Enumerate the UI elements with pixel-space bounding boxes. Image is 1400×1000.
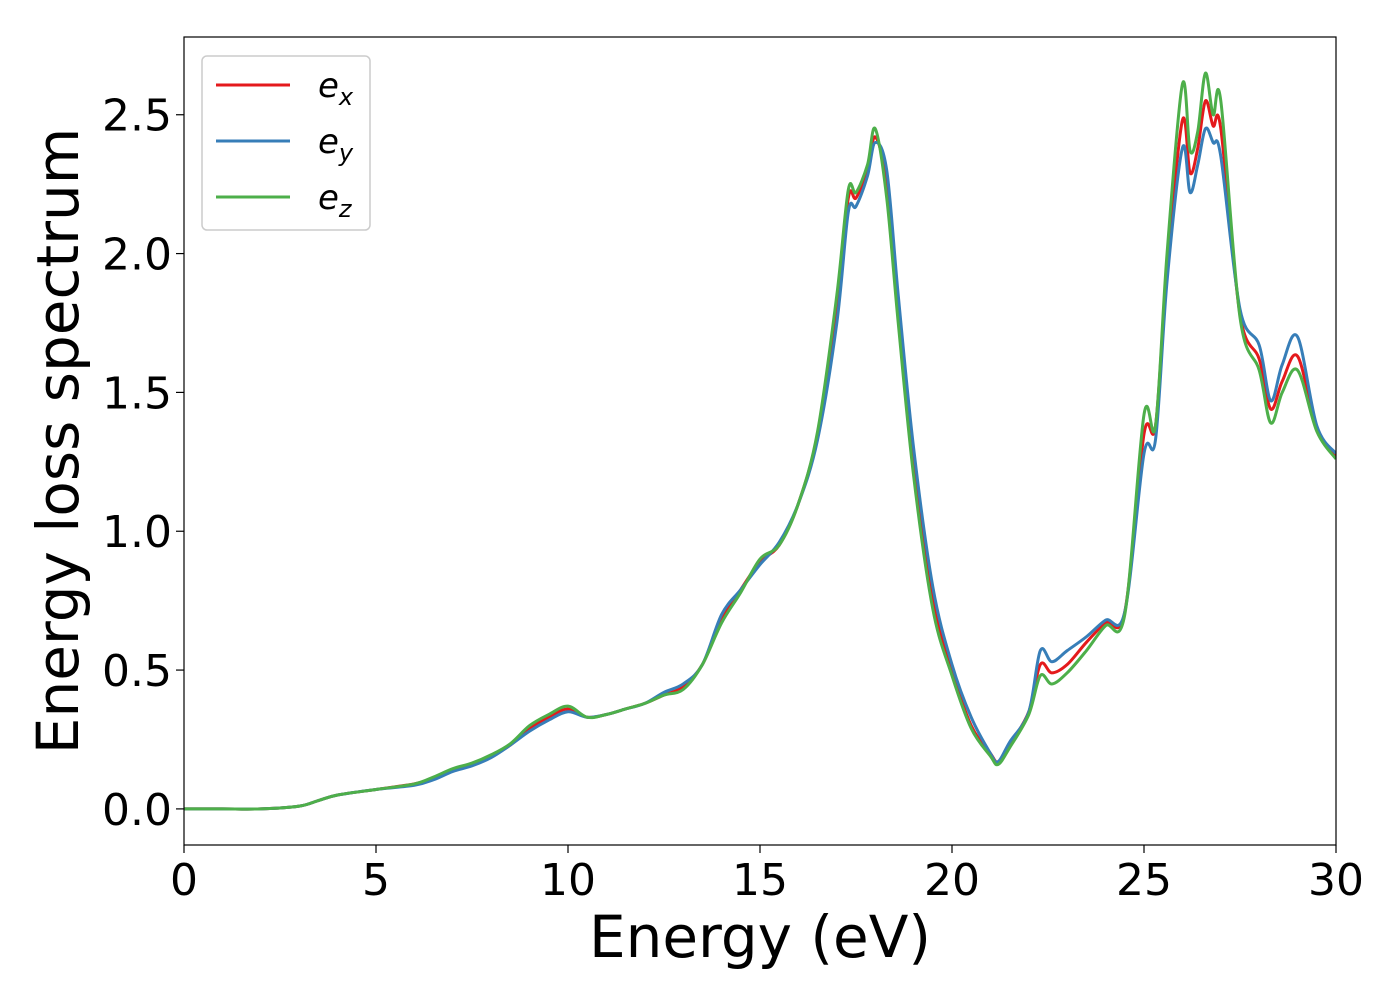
y-tick-label: 0.5	[102, 646, 172, 697]
x-tick-label: 5	[362, 855, 390, 906]
series-group	[184, 71, 1336, 811]
x-tick-label: 25	[1116, 855, 1172, 906]
x-tick-label: 20	[924, 855, 980, 906]
legend-box	[201, 55, 371, 231]
y-tick-label: 0.0	[102, 785, 172, 836]
y-tick-label: 1.5	[102, 368, 172, 419]
y-axis-label: Energy loss spectrum	[24, 128, 92, 754]
x-tick-label: 0	[170, 855, 198, 906]
x-tick-label: 10	[540, 855, 596, 906]
y-axis: 0.0 0.5 1.0 1.5 2.0 2.5	[102, 91, 184, 836]
series-line-e-z	[184, 71, 1336, 811]
x-axis-label: Energy (eV)	[589, 903, 931, 971]
series-layer	[184, 71, 1336, 811]
y-tick-label: 2.0	[102, 230, 172, 281]
x-tick-label: 30	[1308, 855, 1364, 906]
x-axis: 0 5 10 15 20 25 30	[170, 845, 1364, 906]
y-tick-label: 2.5	[102, 91, 172, 142]
x-tick-label: 15	[732, 855, 788, 906]
y-tick-label: 1.0	[102, 507, 172, 558]
